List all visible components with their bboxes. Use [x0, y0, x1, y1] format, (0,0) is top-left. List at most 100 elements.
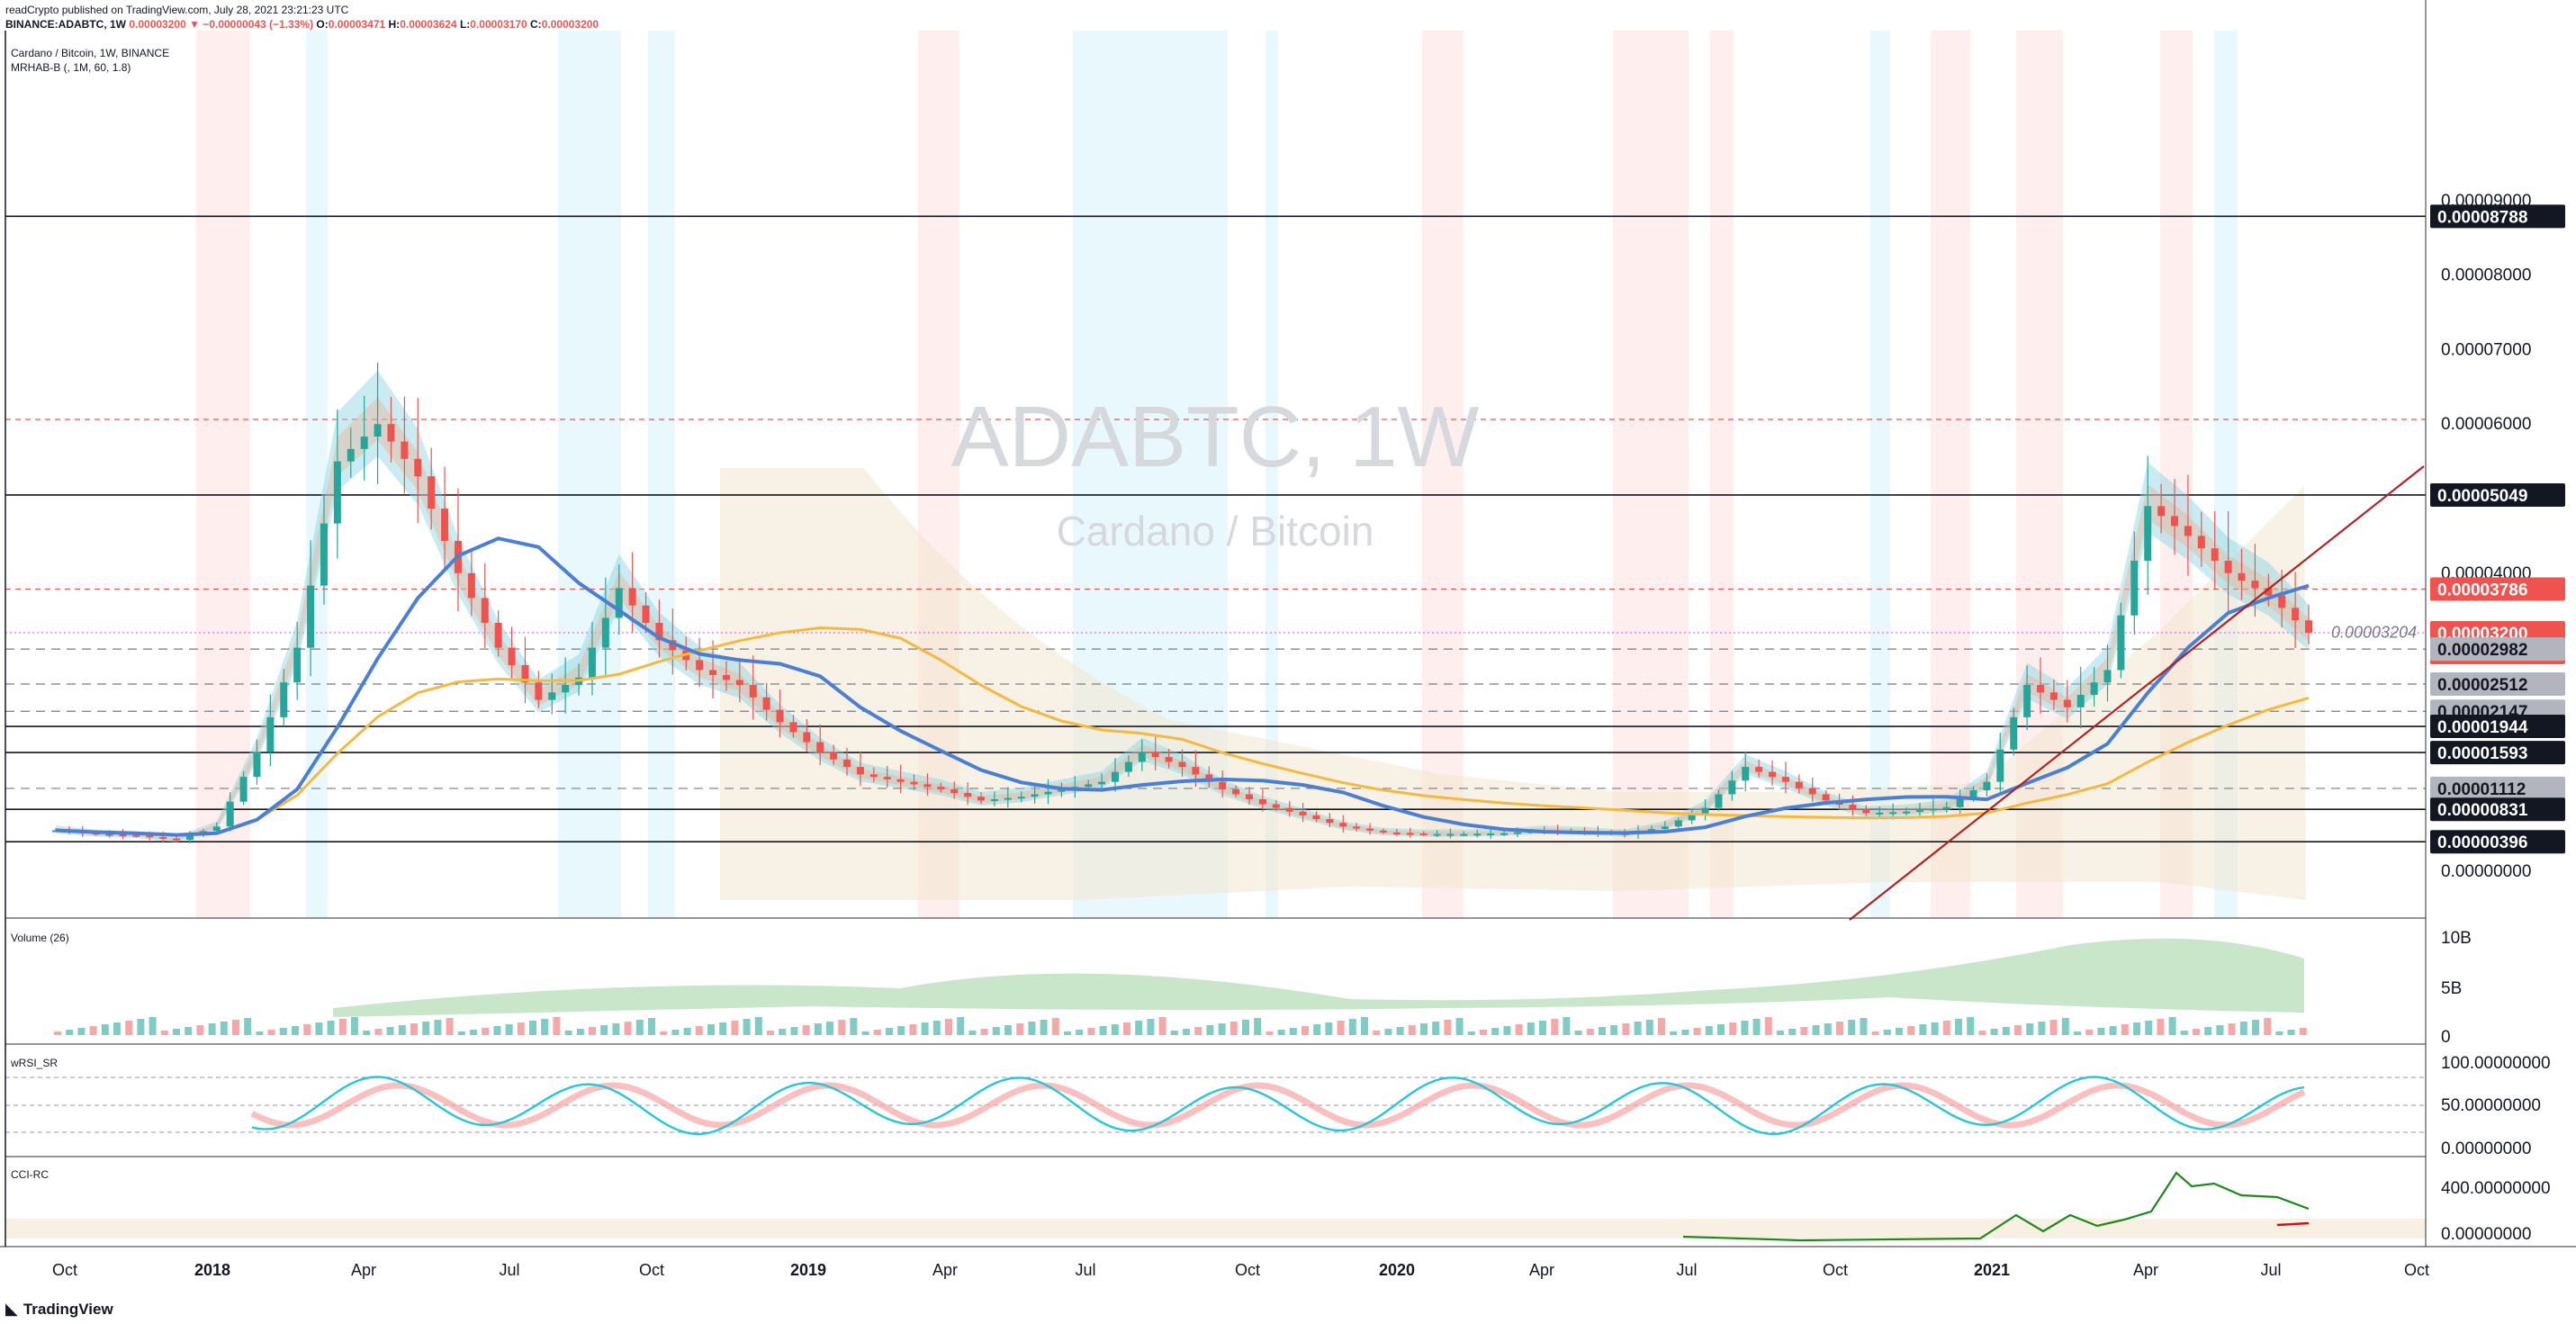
price-candle: [709, 640, 717, 698]
price-candle: [1258, 788, 1266, 812]
volume-bar: [1634, 1022, 1642, 1035]
price-level-badge-bg: [2430, 830, 2565, 854]
series-legend[interactable]: Cardano / Bitcoin, 1W, BINANCE: [11, 47, 170, 59]
candle-body: [1742, 767, 1750, 781]
candle-body: [2049, 692, 2058, 700]
price-level-badge: 0.00001593: [2430, 741, 2565, 765]
volume-bar: [1967, 1017, 1975, 1035]
candle-body: [2224, 561, 2232, 573]
candle-body: [749, 685, 757, 698]
volume-bar: [54, 1031, 61, 1035]
volume-bar: [2157, 1019, 2165, 1035]
candle-body: [830, 752, 838, 760]
candle-body: [119, 834, 127, 837]
candle-body: [1219, 781, 1227, 789]
volume-bar: [1455, 1018, 1464, 1035]
indicator-legend[interactable]: MRHAB-B (, 1M, 60, 1.8): [11, 61, 131, 74]
cci-title[interactable]: CCI-RC: [11, 1168, 49, 1181]
volume-bar: [683, 1028, 691, 1035]
volume-bar: [160, 1031, 168, 1035]
volume-bar: [945, 1019, 952, 1035]
osc-tick-label: 50.00000000: [2441, 1096, 2541, 1115]
candle-body: [816, 742, 824, 752]
cci-band: [5, 1219, 2426, 1238]
volume-bar: [767, 1031, 774, 1035]
open-value: 0.00003471: [328, 18, 386, 31]
volume-bar: [1871, 1031, 1879, 1035]
price-level-badge-bg: [2430, 715, 2565, 739]
volume-bar: [1658, 1018, 1665, 1035]
price-candle: [562, 657, 570, 714]
price-candle: [481, 563, 489, 648]
time-axis-label: Jul: [1075, 1261, 1095, 1279]
price-candle: [494, 610, 502, 657]
volume-bar: [1158, 1017, 1166, 1035]
volume-bar: [2085, 1030, 2094, 1035]
price-candle: [1272, 799, 1280, 812]
candle-body: [2023, 685, 2031, 717]
price-candle: [2224, 511, 2232, 611]
volume-bar: [589, 1027, 596, 1035]
tradingview-logo[interactable]: ◣ TradingView: [5, 1300, 113, 1319]
volume-bar: [743, 1019, 751, 1035]
osc-ribbon: [250, 1082, 2306, 1129]
volume-bar: [113, 1022, 121, 1035]
volume-bar: [1599, 1027, 1606, 1035]
volume-bar: [861, 1031, 869, 1035]
time-axis-label: Oct: [52, 1261, 77, 1279]
symbol-label: BINANCE:ADABTC, 1W: [5, 18, 126, 31]
volume-bar: [897, 1026, 905, 1035]
price-candle: [1406, 827, 1414, 838]
price-candle: [1942, 801, 1950, 814]
candle-body: [2265, 588, 2273, 596]
high-label: H:: [388, 18, 401, 31]
volume-bar: [1978, 1031, 1986, 1035]
volume-bar: [101, 1024, 109, 1035]
candle-body: [1366, 828, 1374, 831]
candle-body: [2157, 506, 2166, 517]
candle-body: [869, 774, 878, 778]
volume-bar: [446, 1018, 454, 1035]
volume-bar: [303, 1024, 311, 1035]
price-tick-label: 0.00007000: [2441, 340, 2531, 359]
price-candle: [1674, 817, 1682, 829]
candle-body: [414, 458, 422, 477]
volume-bar: [256, 1031, 264, 1035]
price-candle: [1044, 779, 1052, 805]
candle-body: [1674, 820, 1682, 827]
volume-bar: [1265, 1031, 1274, 1035]
volume-bar: [2109, 1026, 2117, 1035]
volume-title[interactable]: Volume (26): [11, 932, 69, 944]
volume-bar: [838, 1020, 846, 1035]
price-level-badge-label: 0.00001944: [2437, 718, 2528, 737]
price-candle: [1219, 770, 1227, 798]
price-candle: [910, 774, 918, 790]
volume-bar: [457, 1031, 465, 1035]
price-candle: [1138, 739, 1146, 771]
volume-bar: [1990, 1029, 1998, 1035]
candle-body: [2117, 615, 2125, 671]
volume-bar: [398, 1025, 406, 1035]
axes: Oct 2018 Apr Jul Oct 2019 Apr Jul Oct 2020 Apr Jul O…: [0, 0, 2576, 1279]
candle-body: [2184, 526, 2192, 536]
candle-body: [280, 682, 288, 717]
candle-body: [146, 835, 154, 838]
candle-body: [1312, 815, 1320, 820]
volume-bar: [909, 1024, 917, 1035]
volume-bar: [2299, 1028, 2307, 1035]
volume-bar: [1313, 1024, 1321, 1035]
candle-body: [964, 793, 972, 797]
volume-bar: [2014, 1025, 2022, 1035]
volume-bar: [1254, 1018, 1262, 1035]
oscillator-title[interactable]: wRSI_SR: [10, 1057, 58, 1069]
volume-bar: [1539, 1021, 1546, 1035]
candle-body: [2076, 695, 2085, 707]
candle-body: [535, 682, 543, 700]
price-candle: [374, 363, 382, 485]
price-candle: [655, 599, 663, 658]
volume-bar: [576, 1029, 584, 1035]
volume-bar: [1705, 1026, 1713, 1035]
candle-body: [1903, 811, 1911, 814]
price-level-badge-bg: [2430, 672, 2565, 697]
